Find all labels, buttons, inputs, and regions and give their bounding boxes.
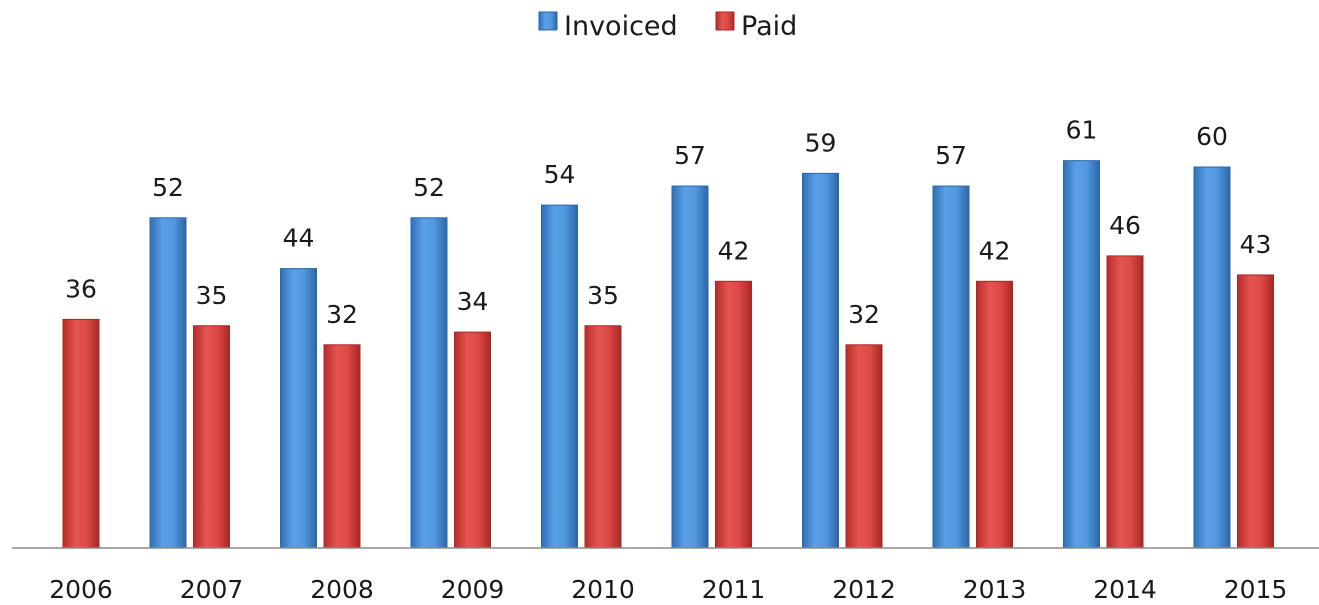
data-label-paid-2009: 34	[457, 287, 489, 316]
x-tick-label: 2010	[571, 575, 635, 604]
bar-paid-2015	[1237, 274, 1274, 549]
x-tick-label: 2011	[702, 575, 766, 604]
bar-paid-2008	[323, 344, 361, 549]
data-label-paid-2008: 32	[326, 300, 358, 329]
x-tick-label: 2009	[441, 575, 505, 604]
data-label-invoiced-2011: 57	[674, 141, 706, 170]
bar-paid-2012	[845, 344, 883, 549]
x-axis-tick-labels: 2006 2007 2008 2009 2010 2011 2012 2013 2014 2015	[49, 575, 1287, 604]
legend: Invoiced Paid	[538, 11, 797, 42]
data-label-invoiced-2007: 52	[152, 173, 184, 202]
bar-paid-2013	[976, 280, 1013, 549]
data-labels-layer: 36 52 35 44 32 52 34 54 35 57 42 59 32 57 42 61 46 60 43	[65, 116, 1271, 329]
x-tick-label: 2013	[963, 575, 1027, 604]
data-label-paid-2007: 35	[196, 281, 228, 310]
bar-invoiced-2010	[541, 204, 578, 549]
bar-paid-2011	[715, 280, 752, 549]
data-label-paid-2011: 42	[718, 236, 750, 265]
x-tick-label: 2006	[49, 575, 113, 604]
x-tick-label: 2014	[1093, 575, 1157, 604]
bars-layer	[62, 160, 1274, 549]
data-label-paid-2015: 43	[1240, 230, 1272, 259]
data-label-invoiced-2012: 59	[805, 128, 837, 157]
bar-invoiced-2007	[149, 217, 187, 549]
data-label-invoiced-2013: 57	[935, 141, 967, 170]
data-label-paid-2006: 36	[65, 274, 97, 303]
data-label-invoiced-2010: 54	[544, 160, 576, 189]
data-label-paid-2014: 46	[1109, 211, 1141, 240]
data-label-invoiced-2009: 52	[413, 173, 445, 202]
data-label-invoiced-2008: 44	[283, 224, 315, 253]
bar-invoiced-2014	[1063, 160, 1100, 549]
bar-invoiced-2009	[410, 217, 448, 549]
bar-paid-2006	[62, 318, 100, 549]
data-label-invoiced-2015: 60	[1196, 122, 1228, 151]
bar-invoiced-2015	[1193, 166, 1231, 549]
legend-swatch-paid	[715, 11, 735, 31]
bar-paid-2009	[454, 331, 491, 549]
legend-label-invoiced: Invoiced	[564, 11, 678, 42]
bar-invoiced-2013	[932, 185, 970, 549]
data-label-paid-2010: 35	[587, 281, 619, 310]
x-tick-label: 2007	[180, 575, 244, 604]
legend-label-paid: Paid	[741, 11, 797, 42]
bar-invoiced-2012	[802, 172, 839, 549]
legend-swatch-invoiced	[538, 11, 558, 31]
bar-invoiced-2008	[280, 268, 317, 549]
bar-paid-2007	[193, 325, 230, 549]
x-tick-label: 2012	[832, 575, 896, 604]
x-tick-label: 2008	[310, 575, 374, 604]
bar-invoiced-2011	[671, 185, 709, 549]
x-tick-label: 2015	[1224, 575, 1288, 604]
bar-paid-2010	[584, 325, 622, 549]
data-label-paid-2013: 42	[979, 236, 1011, 265]
data-label-paid-2012: 32	[848, 300, 880, 329]
bar-paid-2014	[1106, 255, 1144, 549]
data-label-invoiced-2014: 61	[1066, 116, 1098, 145]
